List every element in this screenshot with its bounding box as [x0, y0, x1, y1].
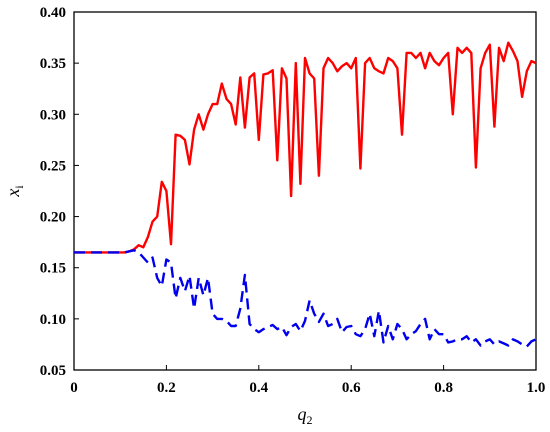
y-axis-title-sub: i	[12, 185, 26, 189]
x-tick-label: 0.4	[249, 380, 268, 396]
x-axis-title: q2	[298, 404, 313, 427]
x-axis-title-sub: 2	[307, 413, 313, 427]
x-tick-label: 0	[70, 380, 78, 396]
dashed-blue-series-line	[74, 249, 537, 348]
y-tick-label: 0.25	[40, 158, 66, 174]
y-tick-label: 0.40	[40, 5, 66, 21]
y-tick-label: 0.20	[40, 210, 66, 226]
y-tick-label: 0.15	[40, 261, 66, 277]
y-tick-label: 0.05	[40, 363, 66, 379]
x-tick-label: 0.6	[342, 380, 361, 396]
x-axis-title-main: q	[298, 404, 307, 424]
x-tick-label: 1.0	[527, 380, 546, 396]
y-axis-title: xi	[3, 185, 26, 198]
y-tick-label: 0.35	[40, 56, 66, 72]
solid-red-series-line	[74, 41, 537, 254]
y-tick-label: 0.30	[40, 107, 66, 123]
data-series	[74, 41, 537, 348]
plot-frame	[73, 11, 537, 371]
y-tick-label: 0.10	[40, 312, 66, 328]
x-tick-label: 0.8	[434, 380, 453, 396]
y-axis-title-main: x	[3, 189, 23, 198]
x-tick-label: 0.2	[157, 380, 176, 396]
axis-ticks: 0 0.2 0.4 0.6 0.8 1.0 0.05 0.10 0.15 0.20 0.25 0.30…	[40, 5, 546, 396]
